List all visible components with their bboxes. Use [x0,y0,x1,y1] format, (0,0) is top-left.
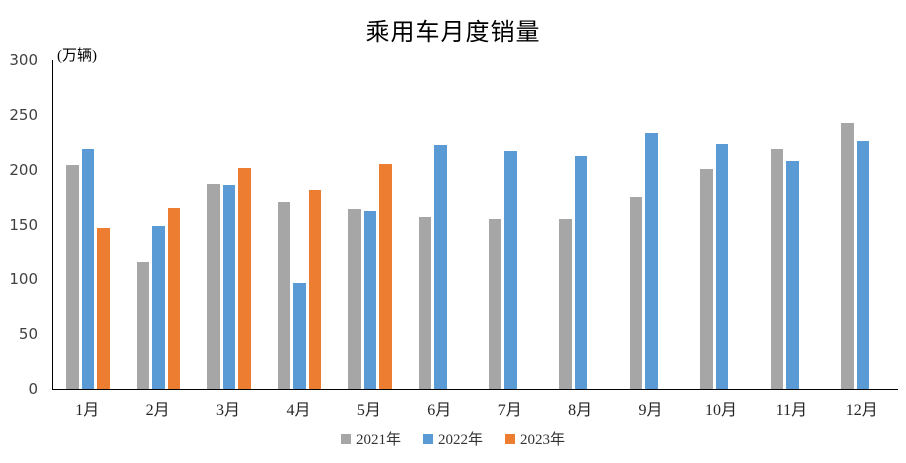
y-tick-label: 250 [9,105,38,124]
x-tick-label: 10月 [704,402,737,419]
bar-2022年-4月 [293,283,306,389]
legend-swatch-icon [340,433,351,444]
plot-area [52,60,898,390]
bar-2023年-5月 [379,164,392,389]
x-tick-label: 4月 [286,402,311,419]
y-tick-label: 50 [18,325,38,344]
bar-2023年-1月 [97,227,110,389]
x-tick-label: 5月 [356,402,381,419]
y-tick-label: 100 [9,270,38,289]
y-tick-label: 0 [28,380,38,398]
bar-2021年-4月 [277,202,291,389]
legend-swatch-icon [422,433,433,444]
bar-2021年-6月 [418,216,432,389]
y-tick-label: 150 [9,215,38,234]
bar-2022年-11月 [786,161,799,389]
bar-2022年-8月 [574,155,588,389]
bar-2023年-3月 [238,167,251,389]
legend-item-2023年: 2023年 [505,428,565,449]
y-axis-unit-label: (万辆) [57,48,97,64]
bar-2021年-11月 [770,148,784,389]
legend-item-2021年: 2021年 [340,428,401,449]
x-tick-label: 1月 [75,402,100,419]
bar-2022年-2月 [152,225,165,389]
x-tick-label: 7月 [497,402,522,419]
x-tick-label: 12月 [845,402,878,419]
bar-2021年-2月 [136,262,150,389]
chart-title: 乘用车月度销量 [365,20,541,46]
y-tick-label: 300 [9,51,38,69]
bar-2022年-7月 [504,150,517,389]
x-tick-label: 6月 [427,402,452,419]
x-tick-label: 2月 [145,402,170,419]
legend-item-2022年: 2022年 [422,428,483,449]
x-tick-label: 11月 [775,402,808,419]
legend: 2021年 2022年 2023年 [0,428,906,449]
bar-2021年-7月 [488,218,502,389]
x-tick-label: 8月 [568,402,593,419]
bar-2022年-9月 [645,133,658,389]
bar-2022年-6月 [434,145,447,389]
bar-2021年-10月 [700,168,713,389]
bar-2022年-5月 [363,211,377,389]
bar-2021年-3月 [207,183,220,389]
bar-2021年-8月 [559,218,572,389]
legend-label: 2021年 [355,432,401,448]
y-tick-label: 200 [9,160,38,179]
x-tick-label: 3月 [216,402,241,419]
legend-swatch-icon [505,433,515,444]
bar-2023年-4月 [308,190,322,389]
bar-2022年-12月 [856,140,870,389]
bar-2021年-1月 [66,164,79,389]
bar-2023年-2月 [167,207,181,389]
legend-label: 2022年 [437,432,483,448]
legend-label: 2023年 [520,432,566,448]
bar-2021年-5月 [348,208,361,389]
bar-2022年-1月 [81,149,95,389]
x-tick-label: 9月 [638,402,663,419]
bar-2022年-3月 [222,184,236,389]
bar-2022年-10月 [715,144,729,389]
bar-2021年-9月 [629,196,643,389]
bar-2021年-12月 [841,123,854,389]
